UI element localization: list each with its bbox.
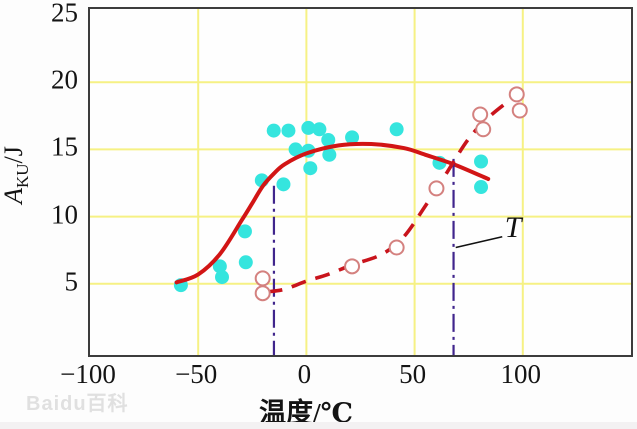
x-tick-label: 100 xyxy=(500,359,542,389)
data-point-filled xyxy=(474,154,489,169)
data-point-open xyxy=(428,180,445,197)
solid-fit-curve xyxy=(174,141,491,285)
x-tick-label: −100 xyxy=(60,359,116,389)
data-point-filled xyxy=(303,161,318,176)
annotation-leader-line xyxy=(455,235,503,249)
x-tick-label: −50 xyxy=(175,359,218,389)
data-point-filled xyxy=(266,123,281,138)
data-point-open xyxy=(344,258,361,275)
x-tick-label: 50 xyxy=(399,359,427,389)
data-point-open xyxy=(254,285,271,302)
bottom-edge-strip xyxy=(0,422,637,429)
data-point-open xyxy=(388,239,405,256)
x-tick-label: 0 xyxy=(297,359,312,389)
data-point-filled xyxy=(345,130,360,145)
y-tick-label: 5 xyxy=(64,266,79,297)
data-point-filled xyxy=(212,259,227,274)
y-axis-subscript: KU xyxy=(13,163,33,189)
data-point-filled xyxy=(215,270,230,285)
data-point-filled xyxy=(237,224,252,239)
data-point-filled xyxy=(301,120,316,135)
watermark: Baidu百科 xyxy=(26,393,129,415)
y-tick-label: 15 xyxy=(51,131,78,162)
data-point-open xyxy=(508,86,525,103)
plot-area: T xyxy=(88,7,633,357)
data-point-open xyxy=(254,270,271,287)
y-tick-label: 25 xyxy=(51,0,78,28)
data-point-open xyxy=(511,102,528,119)
data-point-filled xyxy=(288,142,303,157)
data-point-filled xyxy=(321,133,336,148)
y-tick-label: 20 xyxy=(51,64,78,95)
data-point-filled xyxy=(389,122,404,137)
data-point-filled xyxy=(322,147,337,162)
data-point-filled xyxy=(474,180,489,195)
data-point-filled xyxy=(238,255,253,270)
annotation-label: T xyxy=(505,211,524,244)
data-point-filled xyxy=(276,177,291,192)
chart-canvas: T xyxy=(90,9,631,355)
data-point-filled xyxy=(312,122,327,137)
data-point-filled xyxy=(281,123,296,138)
data-point-open xyxy=(472,106,489,123)
data-point-open xyxy=(475,121,492,138)
y-tick-label: 10 xyxy=(51,199,78,230)
